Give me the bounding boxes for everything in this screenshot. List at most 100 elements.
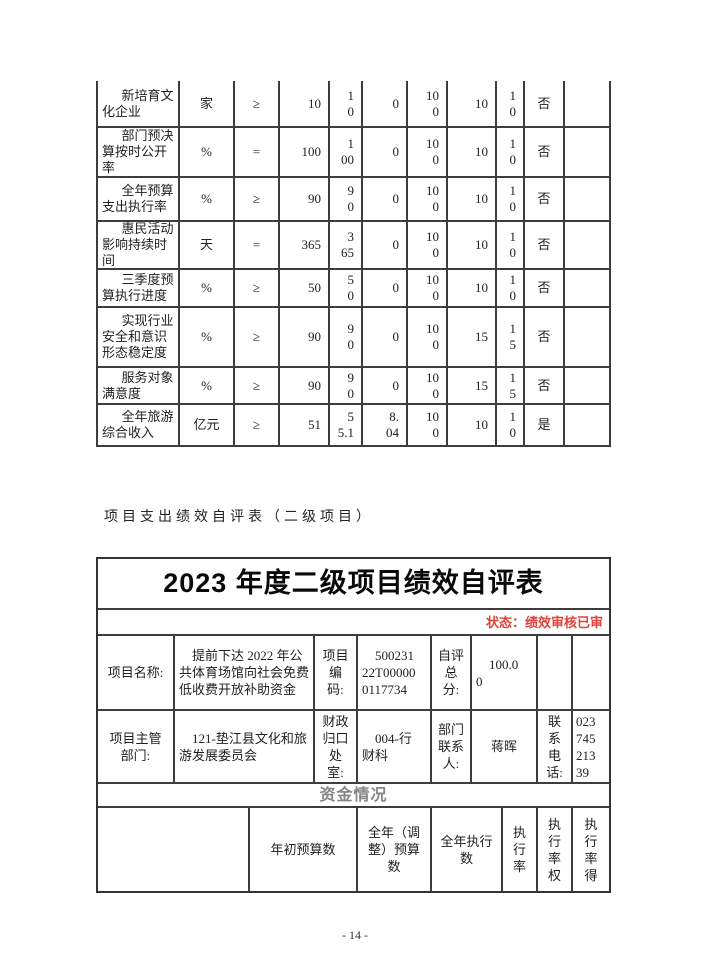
indicator-target-cell: 365 [280, 222, 330, 268]
indicator-target: 50 [308, 280, 321, 295]
indicator-deviation-flag-cell: 否 [525, 81, 565, 126]
indicator-actual: 3 65 [341, 229, 354, 260]
indicator-weight-cell: 10 [448, 222, 497, 268]
indicator-completion: 10 0 [426, 183, 439, 214]
project-code-cell: 500231 22T00000 0117734 [358, 636, 432, 709]
indicator-weight: 10 [475, 280, 488, 295]
indicator-target-cell: 100 [280, 128, 330, 176]
funding-header-execution-rate-cell: 执 行 率 [503, 808, 538, 891]
indicator-deviation-flag: 否 [537, 144, 551, 159]
indicator-unit-cell: % [180, 270, 235, 306]
funding-header-executed: 全年执行 数 [440, 833, 493, 866]
indicator-operator: ≥ [252, 377, 261, 393]
finance-office-cell: 004-行 财科 [358, 711, 432, 782]
indicator-weight-cell: 10 [448, 405, 497, 445]
indicator-note-cell [565, 128, 611, 176]
indicator-note-cell [565, 270, 611, 306]
indicator-unit-cell: 亿元 [180, 405, 235, 445]
indicator-deviation-cell: 0 [363, 308, 408, 366]
indicator-target: 90 [308, 329, 321, 344]
indicator-actual: 9 0 [347, 369, 355, 401]
contact-label: 部门 联系 人: [437, 722, 464, 771]
indicator-actual-cell: 9 0 [330, 308, 363, 366]
funding-header-empty-cell [98, 808, 250, 891]
indicator-completion-cell: 10 0 [408, 368, 448, 403]
status-cell: 状态：绩效审核已审 [98, 610, 609, 634]
indicator-unit-cell: % [180, 368, 235, 403]
indicator-actual-cell: 1 00 [330, 128, 363, 176]
indicator-actual: 1 00 [341, 136, 354, 167]
empty-cell [538, 636, 573, 709]
dept-label: 项目主管 部门: [109, 730, 162, 763]
indicator-weight: 15 [475, 329, 488, 344]
indicator-name-cell: 服务对象满意度 [98, 368, 180, 403]
indicator-score: 1 0 [509, 272, 517, 303]
project-name-row: 项目名称: 提前下达 2022 年公共体育场馆向社会免费低收费开放补助资金 项目… [98, 634, 609, 709]
dept-label-cell: 项目主管 部门: [98, 711, 175, 782]
indicator-deviation-flag: 否 [537, 237, 551, 252]
finance-office-label-cell: 财政 归口 处 室: [315, 711, 358, 782]
indicator-deviation-cell: 0 [363, 178, 408, 220]
indicator-operator: ≥ [252, 329, 261, 344]
indicator-name: 新培育文化企业 [102, 87, 174, 119]
self-score-cell: 100.0 0 [472, 636, 538, 709]
funding-header-row: 年初预算数 全年（调 整）预算 数 全年执行 数 执 行 率 执 行 率 权 执… [98, 806, 609, 891]
indicator-name-cell: 三季度预算执行进度 [98, 270, 180, 306]
indicator-score-cell: 1 0 [497, 128, 525, 176]
indicator-deviation-flag: 否 [537, 329, 551, 344]
self-eval-title-row: 2023 年度二级项目绩效自评表 [98, 559, 609, 608]
indicator-note-cell [565, 81, 611, 126]
indicator-completion-cell: 10 0 [408, 222, 448, 268]
indicator-target-cell: 90 [280, 178, 330, 220]
self-eval-title: 2023 年度二级项目绩效自评表 [163, 568, 544, 598]
project-dept-row: 项目主管 部门: 121-垫江县文化和旅游发展委员会 财政 归口 处 室: 00… [98, 709, 609, 782]
indicator-weight: 10 [475, 237, 488, 252]
self-score-label: 自评 总 分: [437, 648, 464, 697]
funding-header-execution-rate-score-cell: 执 行 率 得 [573, 808, 609, 891]
section-caption: 项目支出绩效自评表（二级项目） [104, 510, 374, 525]
indicator-deviation-flag-cell: 否 [525, 222, 565, 268]
project-name-label: 项目名称: [107, 665, 164, 680]
indicator-table-row: 部门预决算按时公开率 % = 100 1 00 0 10 0 10 1 0 否 [98, 128, 611, 178]
indicator-actual: 5 0 [347, 272, 355, 303]
indicator-completion: 10 0 [426, 229, 439, 260]
indicator-name-cell: 部门预决算按时公开率 [98, 128, 180, 176]
funding-header-execution-rate-weight-cell: 执 行 率 权 [538, 808, 573, 891]
indicator-table: 新培育文化企业 家 ≥ 10 1 0 0 10 0 10 1 0 否 部门预决算… [96, 81, 611, 447]
project-code-value: 500231 22T00000 0117734 [362, 648, 416, 697]
indicator-deviation-flag-cell: 否 [525, 308, 565, 366]
indicator-actual: 1 0 [347, 87, 355, 119]
indicator-score-cell: 1 5 [497, 308, 525, 366]
indicator-operator-cell: ≥ [235, 405, 280, 445]
indicator-operator: ≥ [252, 417, 261, 432]
finance-office-label: 财政 归口 处 室: [322, 713, 349, 780]
indicator-unit-cell: 家 [180, 81, 235, 126]
indicator-table-row: 新培育文化企业 家 ≥ 10 1 0 0 10 0 10 1 0 否 [98, 81, 611, 128]
indicator-name-cell: 全年旅游综合收入 [98, 405, 180, 445]
indicator-unit: % [201, 280, 212, 295]
indicator-deviation-cell: 0 [363, 128, 408, 176]
indicator-weight: 15 [475, 377, 488, 393]
indicator-name-cell: 全年预算支出执行率 [98, 178, 180, 220]
indicator-score-cell: 1 0 [497, 222, 525, 268]
finance-office-value: 004-行 财科 [362, 730, 412, 763]
indicator-completion: 10 0 [426, 136, 439, 167]
indicator-actual: 9 0 [347, 321, 355, 352]
indicator-unit-cell: % [180, 308, 235, 366]
indicator-name: 三季度预算执行进度 [102, 272, 174, 303]
indicator-operator: ≥ [252, 191, 261, 206]
indicator-actual-cell: 3 65 [330, 222, 363, 268]
indicator-score-cell: 1 0 [497, 405, 525, 445]
project-code-label-cell: 项目 编 码: [315, 636, 358, 709]
funding-header-adjusted-budget-cell: 全年（调 整）预算 数 [358, 808, 432, 891]
indicator-target: 90 [308, 191, 321, 206]
funding-section-title: 资金情况 [319, 786, 388, 804]
indicator-weight: 10 [475, 144, 488, 159]
indicator-operator-cell: = [235, 128, 280, 176]
indicator-actual-cell: 9 0 [330, 178, 363, 220]
contact-value: 蒋晖 [490, 739, 517, 754]
phone-value: 023 745 213 39 [576, 713, 596, 780]
indicator-weight-cell: 15 [448, 368, 497, 403]
indicator-operator: = [252, 237, 261, 252]
indicator-weight: 10 [475, 95, 488, 111]
